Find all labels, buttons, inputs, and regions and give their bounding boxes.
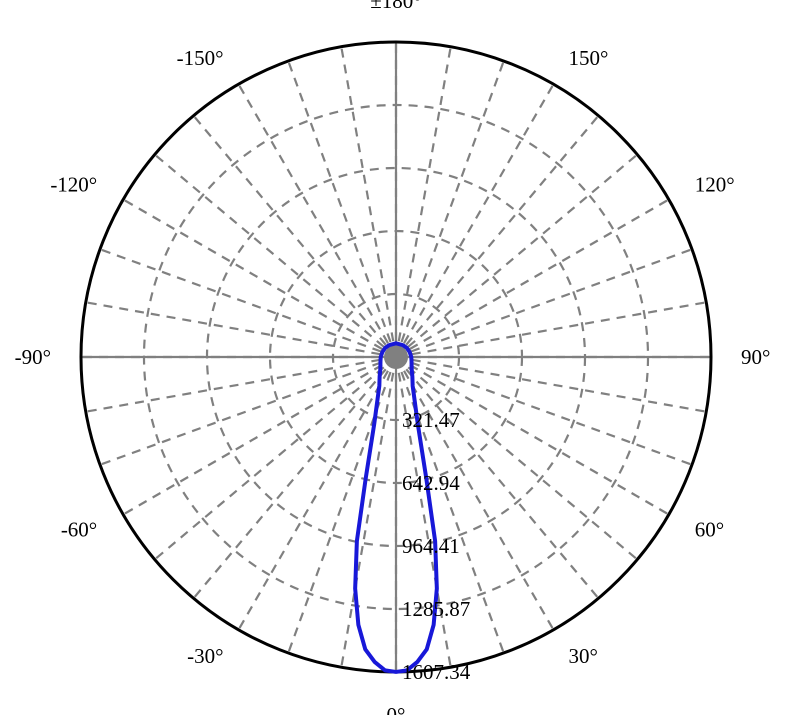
radial-tick-label: 321.47 [402,408,460,432]
angle-tick-label: ±180° [370,0,421,13]
angle-tick-label: 0° [387,703,406,715]
angle-tick-label: -30° [187,644,223,668]
angle-tick-label: 120° [695,173,735,197]
radial-tick-label: 1285.87 [402,597,470,621]
angle-tick-label: 60° [695,518,724,542]
radial-tick-label: 964.41 [402,534,460,558]
radial-tick-label: 642.94 [402,471,460,495]
angle-tick-label: 30° [569,644,598,668]
angle-tick-label: -90° [15,345,51,369]
radial-tick-label: 1607.34 [402,660,471,684]
polar-radial-labels: 321.47 642.94 964.41 1285.87 1607.34 [402,408,471,684]
angle-tick-label: -60° [61,518,97,542]
polar-chart: 321.47 642.94 964.41 1285.87 1607.34 ±180° 15… [0,0,793,715]
angle-tick-label: 90° [741,345,770,369]
angle-tick-label: -120° [50,173,97,197]
angle-tick-label: -150° [177,46,224,70]
angle-tick-label: 150° [569,46,609,70]
